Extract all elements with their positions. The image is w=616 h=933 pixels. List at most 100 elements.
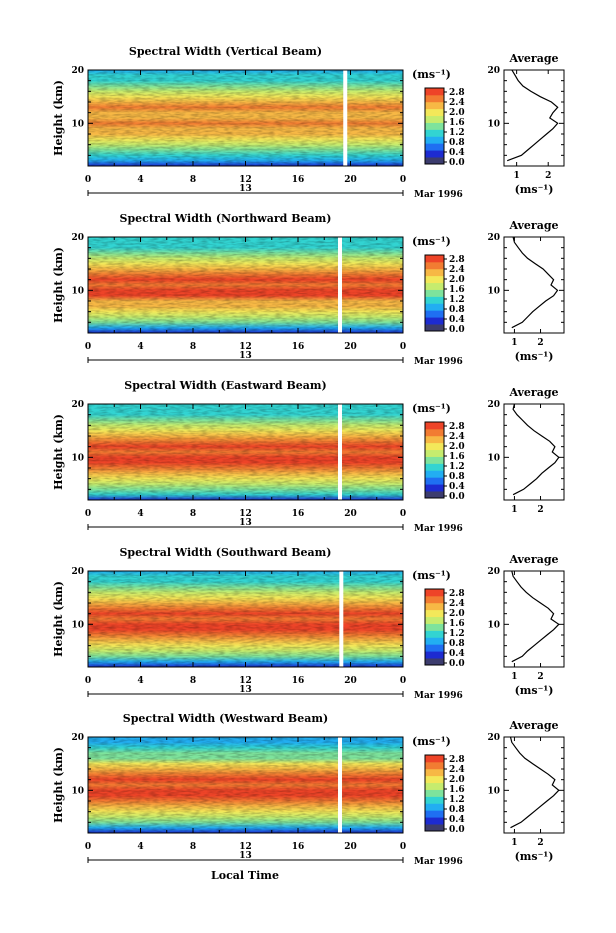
profile-frame xyxy=(503,69,565,167)
heatmap-ytick-label: 20 xyxy=(71,733,84,743)
heatmap-xtick-label: 4 xyxy=(137,676,143,686)
heatmap-noise xyxy=(88,404,403,500)
heatmap-xtick-label: 12 xyxy=(239,842,252,852)
colorbar-segment xyxy=(425,310,444,318)
heatmap-ylabel: Height (km) xyxy=(52,80,65,156)
heatmap-ylabel: Height (km) xyxy=(52,414,65,490)
profile-xtick-label: 2 xyxy=(537,838,543,848)
profile-ytick-label: 10 xyxy=(487,786,500,796)
profile-line xyxy=(512,403,560,496)
colorbar-tick-label: 2.0 xyxy=(449,609,465,619)
data-gap xyxy=(343,70,348,166)
date-day-label: 13 xyxy=(239,351,252,361)
panel-title: Spectral Width (Eastward Beam) xyxy=(124,379,326,392)
date-month-label: Mar 1996 xyxy=(414,190,463,200)
heatmap-xtick-label: 16 xyxy=(292,509,305,519)
colorbar-tick-label: 0.4 xyxy=(449,649,465,659)
heatmap-xtick-label: 0 xyxy=(85,342,91,352)
colorbar-tick-label: 1.2 xyxy=(449,795,465,805)
heatmap-xtick-label: 16 xyxy=(292,676,305,686)
date-day-label: 13 xyxy=(239,685,252,695)
profile-ytick-label: 20 xyxy=(487,66,500,76)
date-month-label: Mar 1996 xyxy=(414,691,463,701)
heatmap-xtick-label: 0 xyxy=(400,842,406,852)
date-day-label: 13 xyxy=(239,184,252,194)
panel-title: Spectral Width (Southward Beam) xyxy=(119,546,331,559)
profile-xtick-label: 1 xyxy=(511,338,517,348)
date-month-label: Mar 1996 xyxy=(414,857,463,867)
profile-frame xyxy=(503,570,565,668)
heatmap-xtick-label: 0 xyxy=(400,342,406,352)
colorbar-segment xyxy=(425,275,444,284)
colorbar-segment xyxy=(425,623,444,631)
heatmap-xtick-label: 20 xyxy=(344,676,357,686)
colorbar-frame xyxy=(424,421,445,499)
colorbar-segment xyxy=(425,755,444,763)
profile-xtick-label: 1 xyxy=(511,505,517,515)
profile-xtick-label: 2 xyxy=(537,505,543,515)
colorbar-segment xyxy=(425,463,444,471)
profile-xtick-label: 2 xyxy=(537,672,543,682)
colorbar-segment xyxy=(425,129,444,137)
heatmap-xtick-label: 16 xyxy=(292,842,305,852)
colorbar-tick-label: 0.0 xyxy=(449,158,465,168)
profile-frame xyxy=(503,403,565,501)
colorbar-segment xyxy=(425,268,444,277)
heatmap-xtick-label: 0 xyxy=(400,175,406,185)
heatmap-xtick-label: 20 xyxy=(344,509,357,519)
colorbar-segment xyxy=(425,491,444,499)
data-gap xyxy=(339,571,344,667)
profile-title: Average xyxy=(508,52,558,65)
date-month-label: Mar 1996 xyxy=(414,524,463,534)
colorbar-segment xyxy=(425,609,444,618)
profile-xlabel: (ms⁻¹) xyxy=(515,850,554,863)
data-gap xyxy=(338,237,342,333)
heatmap-xtick-label: 0 xyxy=(400,676,406,686)
colorbar-tick-label: 2.0 xyxy=(449,275,465,285)
heatmap-ytick-label: 20 xyxy=(71,400,84,410)
profile-ytick-label: 10 xyxy=(487,286,500,296)
panel-title: Spectral Width (Northward Beam) xyxy=(120,212,332,225)
colorbar-tick-label: 0.4 xyxy=(449,148,465,158)
colorbar-segment xyxy=(425,303,444,311)
panel-2: Spectral Width (Northward Beam)2010Heigh… xyxy=(52,212,565,367)
heatmap-ylabel: Height (km) xyxy=(52,581,65,657)
heatmap-ylabel: Height (km) xyxy=(52,747,65,823)
colorbar-tick-label: 2.0 xyxy=(449,108,465,118)
colorbar-tick-label: 1.6 xyxy=(449,118,465,128)
heatmap-ylabel: Height (km) xyxy=(52,247,65,323)
profile-xlabel: (ms⁻¹) xyxy=(515,183,554,196)
colorbar-segment xyxy=(425,261,444,270)
heatmap-xtick-label: 8 xyxy=(190,509,196,519)
colorbar-tick-label: 2.4 xyxy=(449,599,465,609)
colorbar-segment xyxy=(425,296,444,304)
colorbar-tick-label: 2.4 xyxy=(449,98,465,108)
profile-frame xyxy=(503,736,565,834)
profile-xtick-label: 1 xyxy=(511,672,517,682)
heatmap-noise xyxy=(88,237,403,333)
colorbar-tick-label: 2.8 xyxy=(449,422,465,432)
colorbar-unit: (ms⁻¹) xyxy=(412,402,451,415)
heatmap-ytick-label: 20 xyxy=(71,66,84,76)
colorbar-unit: (ms⁻¹) xyxy=(412,569,451,582)
heatmap-xtick-label: 20 xyxy=(344,342,357,352)
colorbar-tick-label: 0.8 xyxy=(449,138,465,148)
colorbar-tick-label: 0.4 xyxy=(449,482,465,492)
colorbar-unit: (ms⁻¹) xyxy=(412,735,451,748)
heatmap-xtick-label: 4 xyxy=(137,842,143,852)
profile-ytick-label: 20 xyxy=(487,733,500,743)
panel-1: Spectral Width (Vertical Beam)2010Height… xyxy=(52,45,565,200)
data-gap xyxy=(338,737,342,833)
heatmap-xtick-label: 4 xyxy=(137,342,143,352)
colorbar-tick-label: 2.0 xyxy=(449,775,465,785)
colorbar-tick-label: 0.8 xyxy=(449,472,465,482)
colorbar-tick-label: 0.8 xyxy=(449,805,465,815)
profile-xtick-label: 2 xyxy=(545,171,551,181)
colorbar-tick-label: 1.2 xyxy=(449,128,465,138)
profile-xlabel: (ms⁻¹) xyxy=(515,684,554,697)
profile-title: Average xyxy=(508,386,558,399)
colorbar-frame xyxy=(424,254,445,332)
colorbar-tick-label: 1.2 xyxy=(449,295,465,305)
colorbar-tick-label: 1.6 xyxy=(449,452,465,462)
